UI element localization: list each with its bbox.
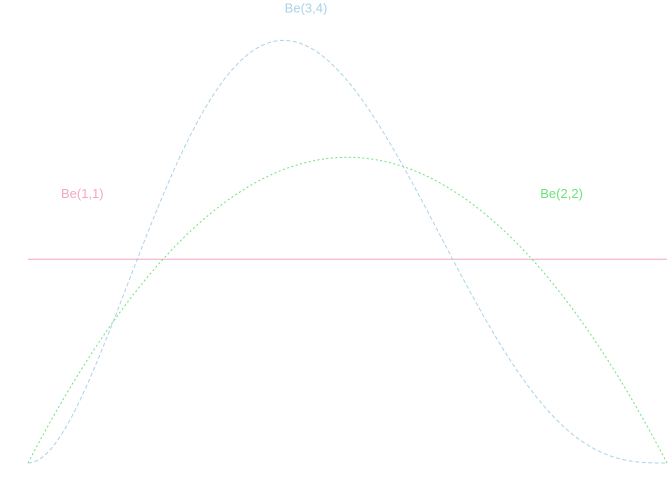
labels-layer: Be(1,1) Be(2,2) Be(3,4) bbox=[61, 1, 583, 201]
series-label: Be(2,2) bbox=[540, 186, 583, 201]
curves-layer bbox=[27, 39, 668, 464]
series-label: Be(3,4) bbox=[285, 1, 328, 16]
series-label: Be(1,1) bbox=[61, 186, 104, 201]
series-line-be-2-2 bbox=[27, 156, 668, 464]
series-line-be-3-4 bbox=[27, 39, 667, 464]
